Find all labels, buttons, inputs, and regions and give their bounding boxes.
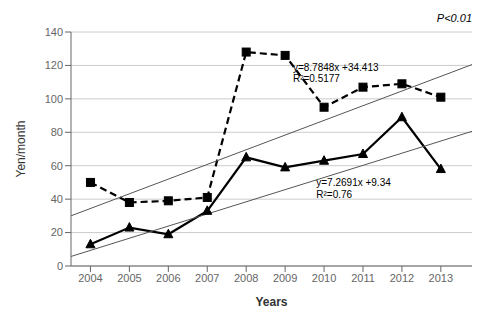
svg-text:40: 40 xyxy=(51,193,63,205)
svg-text:y=8.7848x +34.413: y=8.7848x +34.413 xyxy=(293,62,379,73)
svg-text:R²=0.76: R²=0.76 xyxy=(316,189,352,200)
svg-text:2004: 2004 xyxy=(78,272,102,284)
svg-text:2010: 2010 xyxy=(312,272,336,284)
svg-text:Years: Years xyxy=(255,295,287,309)
svg-text:20: 20 xyxy=(51,226,63,238)
html-text:P<0.01: P<0.01 xyxy=(436,12,472,24)
svg-text:60: 60 xyxy=(51,160,63,172)
svg-text:y=7.2691x +9.34: y=7.2691x +9.34 xyxy=(316,177,391,188)
svg-text:2008: 2008 xyxy=(234,272,258,284)
svg-text:120: 120 xyxy=(45,59,63,71)
svg-text:2012: 2012 xyxy=(390,272,414,284)
svg-text:0: 0 xyxy=(57,260,63,272)
svg-text:2006: 2006 xyxy=(156,272,180,284)
svg-text:140: 140 xyxy=(45,26,63,38)
svg-text:2011: 2011 xyxy=(351,272,375,284)
svg-text:80: 80 xyxy=(51,126,63,138)
svg-text:100: 100 xyxy=(45,93,63,105)
svg-text:2009: 2009 xyxy=(273,272,297,284)
svg-text:2007: 2007 xyxy=(195,272,219,284)
svg-text:R²=0.5177: R²=0.5177 xyxy=(293,73,340,84)
svg-text:2013: 2013 xyxy=(429,272,453,284)
svg-text:2005: 2005 xyxy=(117,272,141,284)
svg-text:Yen/month: Yen/month xyxy=(14,121,28,178)
